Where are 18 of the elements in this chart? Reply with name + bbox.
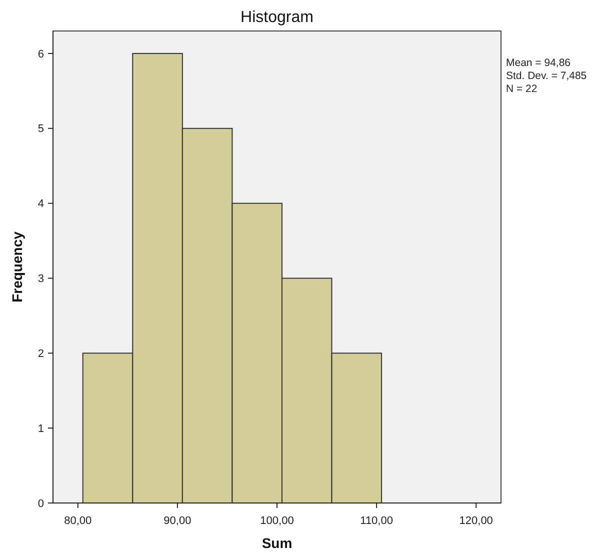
text: Std. Dev. = 7,485 <box>506 70 587 82</box>
y-tick-label: 6 <box>38 48 44 60</box>
chart-title: Histogram <box>240 9 314 26</box>
y-tick-label: 5 <box>38 123 44 136</box>
y-tick-label: 0 <box>38 498 44 510</box>
y-axis-title: Frequency <box>9 231 25 302</box>
text: Mean = 94,86 <box>506 57 571 69</box>
x-tick-label: 90,00 <box>164 515 192 527</box>
y-tick-label: 4 <box>38 198 44 210</box>
x-tick-label: 120,00 <box>459 515 493 527</box>
x-tick-label: 100,00 <box>260 515 294 527</box>
y-tick-label: 2 <box>38 348 44 360</box>
x-tick-label: 110,00 <box>360 515 393 527</box>
x-tick-label: 80,00 <box>64 515 92 527</box>
y-tick-label: 3 <box>38 273 44 286</box>
y-tick-label: 1 <box>38 422 44 435</box>
text: N = 22 <box>506 83 538 95</box>
x-axis-title: Sum <box>262 535 292 551</box>
